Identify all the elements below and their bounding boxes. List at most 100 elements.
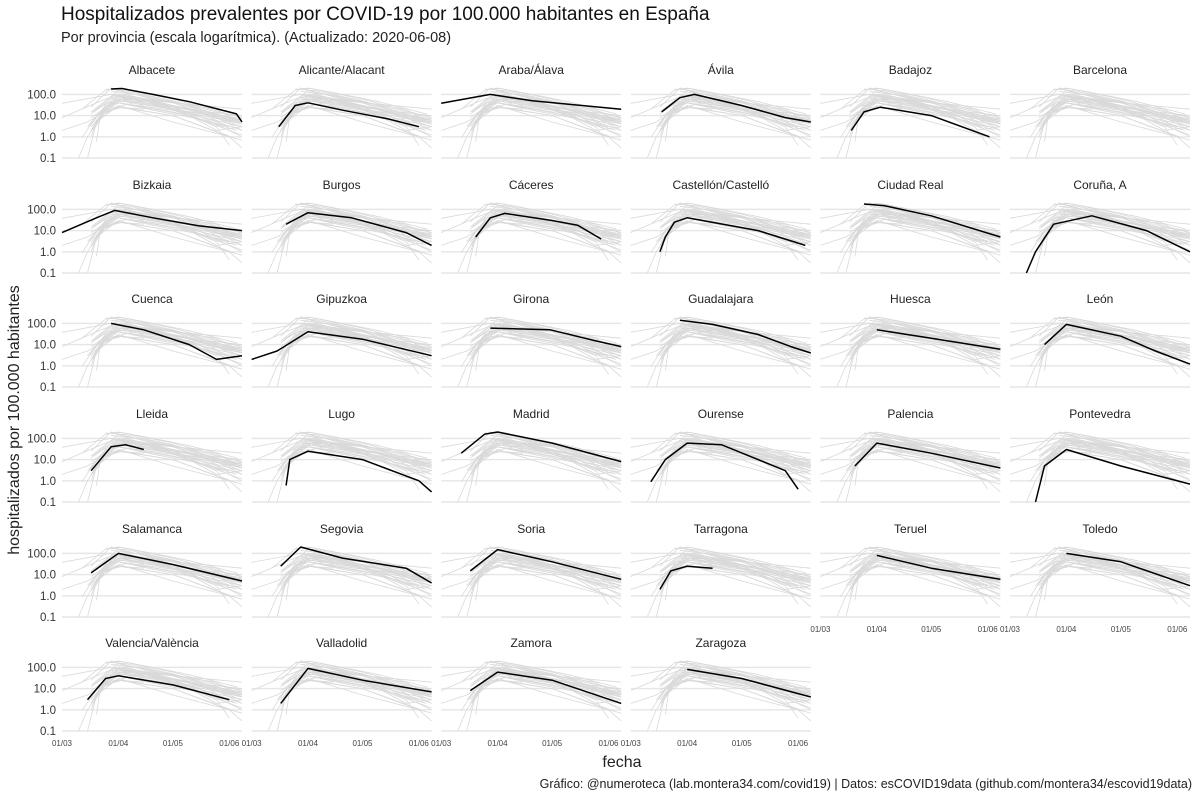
background-series-line <box>267 559 432 618</box>
facet-label: Zamora <box>511 636 553 650</box>
province-series-line <box>110 322 243 361</box>
facet-panel: Castellón/Castelló <box>630 178 812 274</box>
background-series-line <box>650 660 811 691</box>
background-series-line <box>1038 208 1191 238</box>
background-series-line <box>276 675 420 701</box>
background-series-line <box>280 202 432 240</box>
facet-panel: Guadalajara <box>630 292 812 388</box>
background-series-line <box>665 556 811 590</box>
background-series-line <box>876 323 1001 357</box>
background-series-line <box>475 97 622 131</box>
background-series-line <box>470 434 622 465</box>
x-tick-label: 01/06 <box>978 625 999 634</box>
background-series-line <box>849 437 1001 467</box>
y-tick-label: 10.0 <box>34 455 56 467</box>
background-series-line <box>276 678 432 732</box>
background-series-line <box>307 325 432 354</box>
x-tick-label: 01/05 <box>163 739 184 748</box>
background-series-line <box>849 316 1001 354</box>
background-series-line <box>280 431 432 469</box>
background-series-line <box>90 98 243 131</box>
background-series-line <box>470 431 622 469</box>
province-series-line <box>876 329 1001 351</box>
facet-panel: Cuenca 100.0 10.0 1.0 0.1 <box>27 292 243 394</box>
background-series-line <box>460 660 622 691</box>
background-series-line <box>470 208 622 238</box>
background-series-line <box>470 213 622 246</box>
background-series-line <box>849 335 903 360</box>
background-series-line <box>836 100 1001 159</box>
facet-label: Gipuzkoa <box>316 292 367 306</box>
chart-subtitle: Por provincia (escala logarítmica). (Act… <box>61 30 452 46</box>
background-series-line <box>497 209 622 243</box>
background-series-line <box>687 667 811 701</box>
background-series-line <box>90 335 144 360</box>
background-series-line <box>90 322 243 352</box>
background-series-line <box>78 673 243 732</box>
background-series-line <box>470 98 622 131</box>
facet-label: Salamanca <box>122 522 182 536</box>
background-series-line <box>470 552 622 582</box>
background-series-line <box>96 670 243 704</box>
background-series-line <box>441 552 622 569</box>
x-tick-label: 01/06 <box>788 739 809 748</box>
background-series-line <box>90 213 243 246</box>
background-series-line <box>1009 208 1191 225</box>
background-series-line <box>659 671 811 704</box>
background-series-line <box>280 660 432 698</box>
background-series-line <box>849 202 1001 240</box>
facet-label: Ciudad Real <box>877 178 943 192</box>
background-series-line <box>650 546 811 577</box>
province-series-line <box>285 211 432 247</box>
facet-panel: Soria <box>441 522 622 618</box>
background-series-line <box>854 212 1001 246</box>
facet-panel: Palencia <box>820 407 1001 503</box>
background-series-line <box>470 437 622 467</box>
background-series-line <box>849 322 1001 352</box>
x-tick-label: 01/03 <box>621 739 642 748</box>
background-series-line <box>251 552 432 569</box>
facet-label: Araba/Álava <box>499 62 565 77</box>
background-series-line <box>1035 102 1178 128</box>
background-series-line <box>836 444 1001 503</box>
background-series-line <box>280 316 432 354</box>
x-tick-label: 01/06 <box>598 739 619 748</box>
background-series-line <box>466 446 609 472</box>
facet-panel: Cáceres <box>441 178 622 274</box>
province-series-line <box>475 212 602 240</box>
background-series-line <box>470 87 622 125</box>
background-series-line <box>470 557 622 590</box>
y-tick-label: 10.0 <box>34 570 56 582</box>
background-series-line <box>497 555 622 580</box>
background-series-line <box>1026 329 1191 388</box>
facet-label: Huesca <box>890 292 931 306</box>
background-series-line <box>81 202 243 233</box>
background-series-line <box>460 202 622 233</box>
background-series-line <box>90 442 243 475</box>
background-series-line <box>118 94 243 128</box>
facet-panel: Valencia/València 100.0 10.0 1.0 0.101/03 01/… <box>27 636 243 748</box>
background-series-line <box>1066 555 1191 584</box>
background-series-line <box>90 660 243 698</box>
background-series-line <box>118 553 243 587</box>
background-series-line <box>466 331 609 357</box>
background-series-line <box>1038 565 1092 590</box>
background-series-line <box>1038 87 1191 125</box>
background-series-line <box>687 669 811 694</box>
background-series-line <box>1035 105 1191 159</box>
background-series-line <box>655 678 811 732</box>
background-series-line <box>1038 437 1191 467</box>
background-series-line <box>1038 431 1191 469</box>
background-series-line <box>845 331 988 357</box>
background-series-line <box>646 673 811 732</box>
background-series-line <box>1026 559 1191 618</box>
background-series-line <box>1038 90 1191 121</box>
y-tick-label: 0.1 <box>40 268 56 280</box>
y-tick-label: 100.0 <box>27 548 56 560</box>
facet-panel: Salamanca 100.0 10.0 1.0 0.1 <box>27 522 243 624</box>
background-series-line <box>630 666 811 683</box>
background-series-line <box>1038 557 1191 590</box>
background-series-line <box>687 325 811 354</box>
y-tick-label: 1.0 <box>40 132 56 144</box>
background-series-line <box>271 202 432 233</box>
